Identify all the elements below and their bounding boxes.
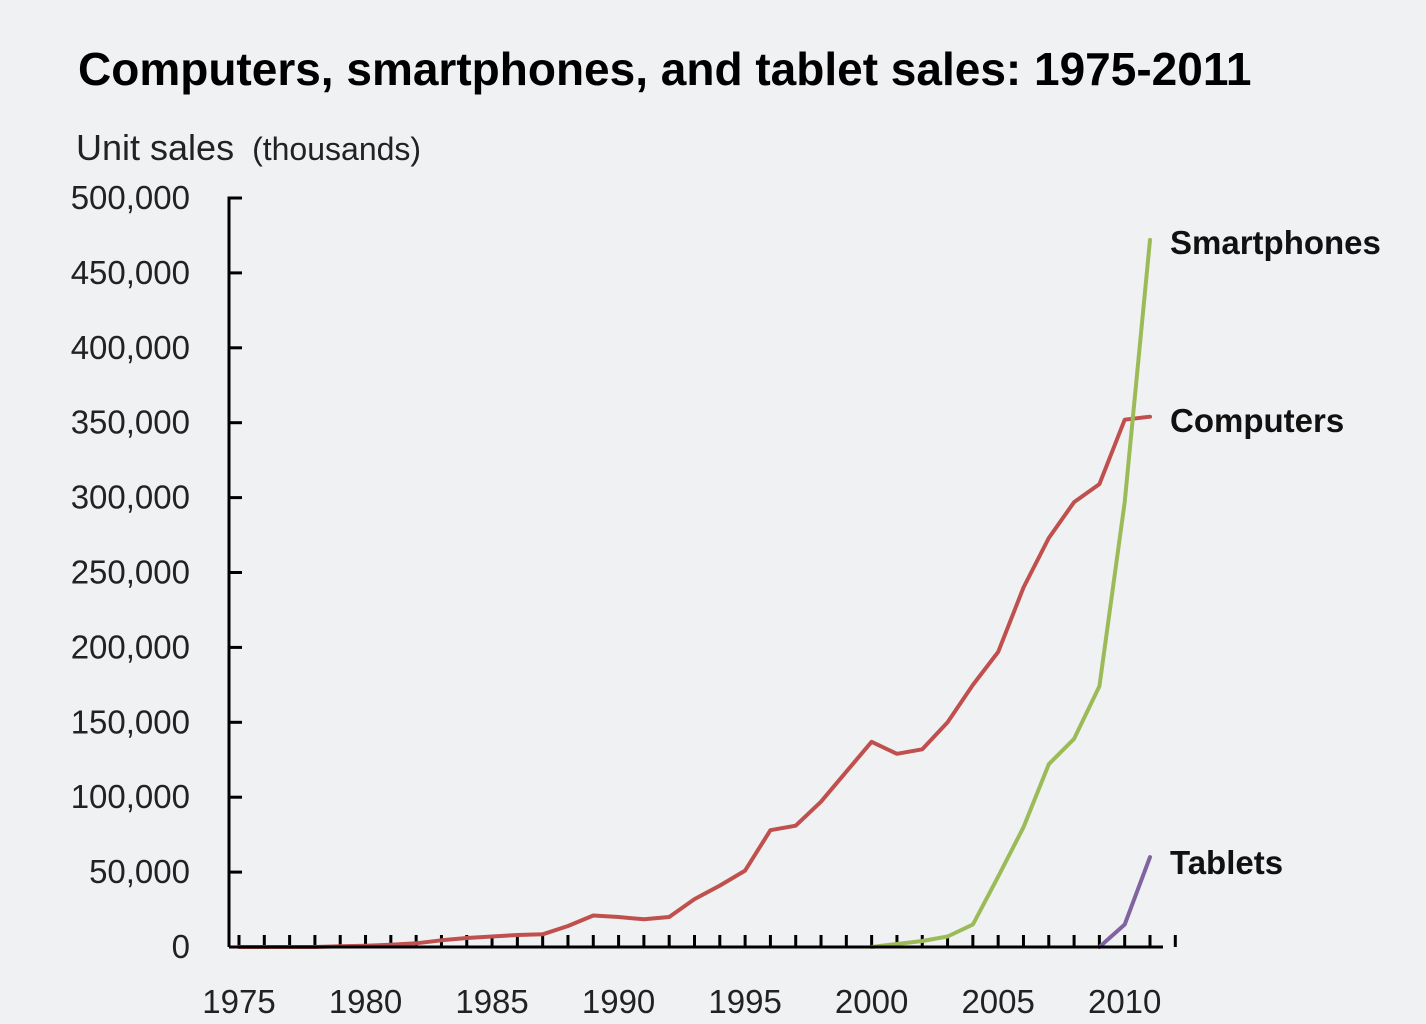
y-axis-label: Unit sales (thousands) [76,127,421,168]
x-tick-label: 1980 [329,983,402,1020]
y-axis-label-main: Unit sales [76,127,234,168]
series-line-computers [237,414,1152,949]
y-tick-label: 300,000 [71,479,190,516]
series-line-tablets [1097,855,1152,949]
series-label-tablets: Tablets [1170,844,1283,881]
x-tick-label: 1990 [582,983,655,1020]
series-line-smartphones [869,237,1152,949]
y-tick-label: 250,000 [71,554,190,591]
x-tick-label: 1995 [708,983,781,1020]
y-tick-group: 0 50,000 100,000 150,000 200,000 250,000 300,0… [71,179,242,965]
series-group [237,237,1152,949]
y-tick-label: 200,000 [71,628,190,665]
y-tick-label: 350,000 [71,404,190,441]
x-tick-label: 2010 [1088,983,1161,1020]
y-tick-label: 400,000 [71,329,190,366]
y-tick-label: 0 [172,928,190,965]
series-label-smartphones: Smartphones [1170,224,1381,261]
chart-title: Computers, smartphones, and tablet sales… [78,43,1251,95]
y-axis-label-unit: (thousands) [252,131,421,167]
x-tick-label: 1975 [202,983,275,1020]
y-tick-label: 450,000 [71,254,190,291]
x-tick-label: 1985 [455,983,528,1020]
y-tick-label: 150,000 [71,703,190,740]
y-tick-label: 50,000 [89,853,190,890]
y-axis [227,196,242,947]
x-tick-label: 2000 [835,983,908,1020]
y-tick-label: 500,000 [71,179,190,216]
y-tick-label: 100,000 [71,778,190,815]
series-label-computers: Computers [1170,402,1344,439]
x-tick-label: 2005 [961,983,1034,1020]
x-tick-group: 1975 1980 1985 1990 1995 2000 2005 2010 [202,935,1177,1020]
